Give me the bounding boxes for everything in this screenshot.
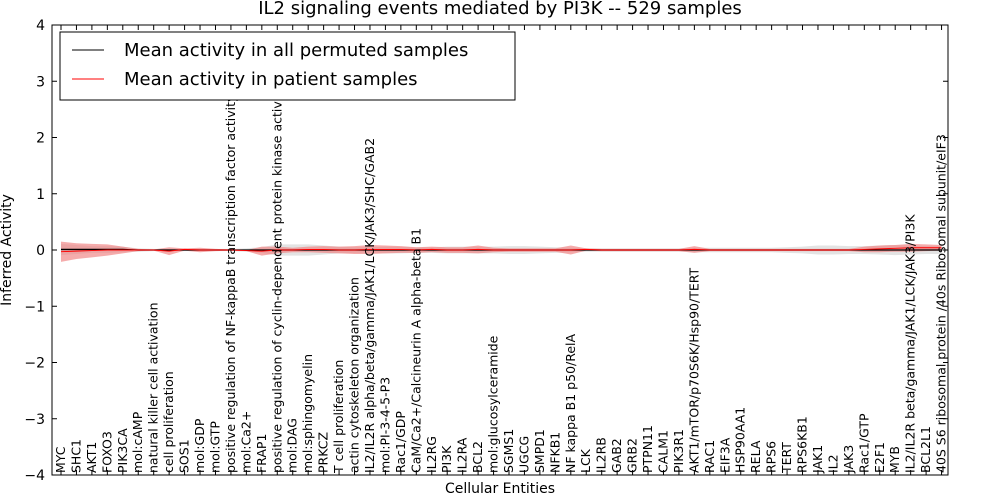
x-tick-label: IL2/IL2R beta/gamma/JAK1/LCK/JAK3/PI3K [903,214,918,473]
y-tick-label: −1 [24,299,45,315]
x-tick-label: LCK [578,448,593,473]
legend-label-permuted: Mean activity in all permuted samples [124,40,468,61]
y-tick-label: −3 [24,412,45,428]
legend: Mean activity in all permuted samples Me… [59,31,516,101]
x-tick-label: Rac1/GDP [393,411,408,473]
x-tick-label: NFKB1 [547,432,562,473]
plot-frame [51,24,949,476]
x-tick-label: SHC1 [68,439,83,473]
x-tick-label: mol:glucosylceramide [486,335,501,473]
x-tick-label: GRB2 [625,438,640,473]
x-tick-label: PRKCZ [316,432,331,473]
x-tick-label-layer: MYC SHC1 AKT1 FOXO3 PIK3CA mol:cAMP natural ki… [53,85,949,474]
x-tick-label: 40S S6 ribosomal protein /40s Ribosomal … [934,134,949,473]
x-tick-label: mol:GTP [207,421,222,473]
x-tick-label: HSP90AA1 [733,407,748,473]
band-layer [61,241,942,262]
x-tick-label: mol:cAMP [130,411,145,473]
x-tick-label: IL2RG [424,436,439,473]
tick-layer: −4 −3 −2 −1 0 1 2 3 4 [24,18,948,484]
chart-title: IL2 signaling events mediated by PI3K --… [258,0,742,19]
x-tick-label: E2F1 [872,442,887,473]
x-tick-label: AKT1 [84,442,99,473]
x-tick-label: PIK3CA [115,428,130,473]
x-tick-label: IL2 [825,454,840,473]
line-layer [60,247,942,253]
x-tick-label: mol:sphingomyelin [300,354,315,473]
x-tick-label: T cell proliferation [331,360,346,474]
x-tick-label: JAK3 [841,445,856,474]
x-tick-label: IL2RA [455,437,470,473]
x-tick-label: mol:DAG [285,418,300,473]
y-tick-label: −2 [24,356,45,372]
x-tick-label: RPS6KB1 [795,416,810,473]
patient-mean-line [60,247,942,253]
y-tick-label: 2 [36,131,45,147]
x-tick-label: RPS6 [764,441,779,473]
x-tick-label: natural killer cell activation [146,302,161,473]
x-tick-label: SGMS1 [501,429,516,473]
x-tick-label: JAK1 [810,445,825,474]
x-tick-label: BCL2L1 [918,426,933,473]
legend-label-patient: Mean activity in patient samples [124,69,418,90]
x-axis-label: Cellular Entities [445,481,555,497]
x-tick-label: SMPD1 [532,429,547,473]
x-tick-label: mol:PI-3-4-5-P3 [377,377,392,473]
y-tick-label: 1 [36,187,45,203]
x-tick-label: CALM1 [655,430,670,473]
y-tick-label: 0 [36,243,45,259]
x-tick-label: MYB [887,446,902,473]
x-tick-label: EIF3A [717,437,732,473]
x-tick-label: positive regulation of NF-kappaB transcr… [223,94,238,473]
x-tick-label: cell proliferation [161,371,176,473]
x-tick-label: FRAP1 [254,434,269,473]
y-tick-label: 3 [36,74,45,90]
x-tick-label: RELA [748,440,763,473]
x-tick-label: CaM/Ca2+/Calcineurin A alpha-beta B1 [408,228,423,473]
x-tick-label: TERT [779,442,794,474]
x-tick-label: AKT1/mTOR/p70S6K/Hsp90/TERT [686,267,701,473]
x-tick-label: FOXO3 [99,431,114,473]
x-tick-label: PIK3R1 [671,429,686,473]
x-tick-label: actin cytoskeleton organization [347,277,362,473]
x-tick-label: GAB2 [609,438,624,473]
x-tick-label: PI3K [439,445,454,473]
x-tick-label: BCL2 [470,441,485,473]
x-tick-label: mol:Ca2+ [238,411,253,473]
y-tick-label: −4 [24,468,45,484]
x-tick-label: positive regulation of cyclin-dependent … [269,85,284,473]
x-tick-label: mol:GDP [192,418,207,473]
y-tick-label: 4 [36,18,45,34]
x-tick-label: UGCG [516,436,531,473]
x-tick-label: RAC1 [702,440,717,473]
x-tick-label: Rac1/GTP [856,413,871,473]
x-tick-label: IL2/IL2R alpha/beta/gamma/JAK1/LCK/JAK3/… [362,138,377,473]
legend-box [59,31,516,101]
x-tick-label: NF kappa B1 p50/RelA [563,333,578,473]
x-tick-label: MYC [53,446,68,473]
patient-band [61,241,942,262]
x-tick-label: SOS1 [177,439,192,473]
x-tick-label: IL2RB [594,437,609,473]
x-tick-label: PTPN11 [640,425,655,473]
y-axis-label: Inferred Activity [0,194,15,306]
